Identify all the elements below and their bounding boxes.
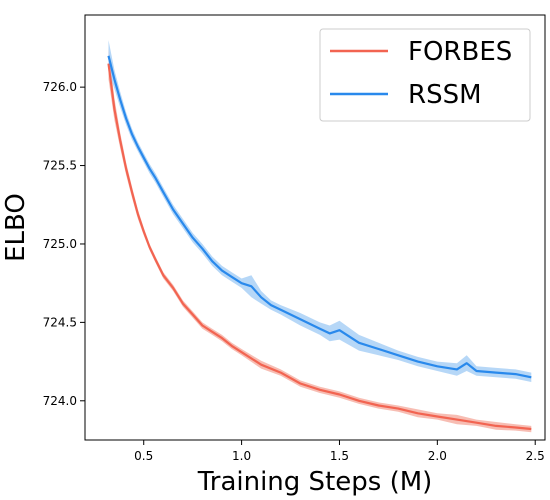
plot-area-frame (84, 14, 546, 441)
x-tick-label: 1.0 (232, 449, 251, 463)
y-tick-label: 726.0 (43, 80, 77, 94)
x-tick-label: 1.5 (330, 449, 349, 463)
series-lines (107, 55, 532, 431)
y-tick-label: 724.0 (43, 394, 77, 408)
y-axis-ticks: 724.0 724.5 725.0 725.5 726.0 (43, 80, 85, 408)
x-axis-ticks: 0.5 1.0 1.5 2.0 2.5 (134, 440, 545, 463)
x-tick-label: 2.5 (526, 449, 545, 463)
confidence-bands (108, 40, 532, 433)
x-tick-label: 0.5 (134, 449, 153, 463)
y-axis-title: ELBO (1, 193, 31, 262)
x-axis-title: Training Steps (M) (197, 467, 433, 497)
rssm-series-line (107, 55, 532, 379)
y-tick-label: 725.0 (43, 237, 77, 251)
y-tick-label: 724.5 (43, 315, 77, 329)
forbes-confidence-band (108, 47, 532, 433)
legend: FORBES RSSM (319, 28, 531, 122)
legend-label-rssm: RSSM (408, 80, 482, 110)
legend-label-forbes: FORBES (408, 37, 512, 67)
x-tick-label: 2.0 (428, 449, 447, 463)
y-tick-label: 725.5 (43, 159, 77, 173)
forbes-series-line (107, 63, 532, 431)
